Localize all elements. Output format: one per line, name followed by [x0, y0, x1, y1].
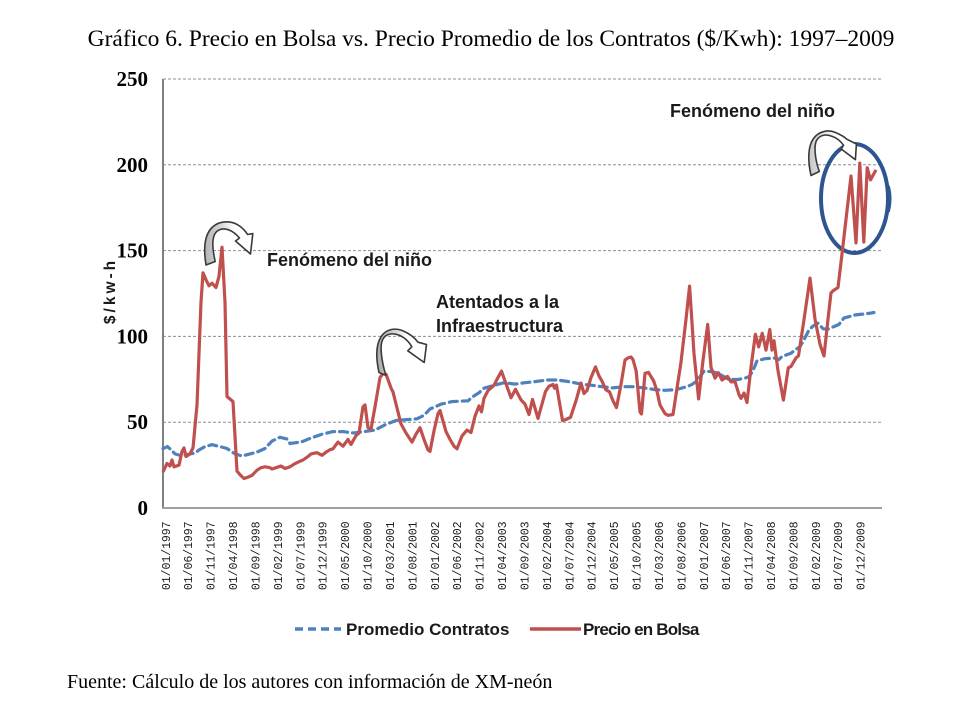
svg-text:01/05/2000: 01/05/2000	[340, 521, 353, 590]
svg-text:01/09/2008: 01/09/2008	[788, 521, 801, 590]
svg-text:Promedio Contratos: Promedio Contratos	[346, 620, 509, 639]
svg-text:01/03/2006: 01/03/2006	[654, 521, 667, 590]
svg-text:01/02/2004: 01/02/2004	[542, 521, 555, 590]
svg-text:01/03/2001: 01/03/2001	[385, 521, 398, 590]
svg-text:01/11/1997: 01/11/1997	[206, 521, 219, 590]
svg-text:250: 250	[117, 67, 149, 91]
svg-text:Gráfico 6. Precio en Bolsa vs.: Gráfico 6. Precio en Bolsa vs. Precio Pr…	[88, 26, 895, 52]
svg-text:0: 0	[138, 496, 149, 520]
svg-text:Infraestructura: Infraestructura	[436, 316, 564, 336]
svg-text:$/kw-h: $/kw-h	[102, 258, 119, 324]
svg-text:Precio en Bolsa: Precio en Bolsa	[583, 620, 700, 639]
svg-text:01/07/2009: 01/07/2009	[833, 521, 846, 590]
svg-text:Fenómeno del niño: Fenómeno del niño	[267, 250, 432, 270]
svg-text:01/12/2004: 01/12/2004	[587, 521, 600, 590]
svg-text:01/09/2003: 01/09/2003	[519, 521, 532, 590]
svg-text:01/11/2007: 01/11/2007	[744, 521, 757, 590]
svg-text:01/04/2003: 01/04/2003	[497, 521, 510, 590]
svg-text:Atentados a la: Atentados a la	[436, 292, 560, 312]
svg-text:01/05/2005: 01/05/2005	[609, 521, 622, 590]
svg-text:01/06/1997: 01/06/1997	[183, 521, 196, 590]
svg-text:01/02/1999: 01/02/1999	[273, 521, 286, 590]
svg-text:01/10/2005: 01/10/2005	[632, 521, 645, 590]
svg-text:01/07/1999: 01/07/1999	[295, 521, 308, 590]
svg-text:100: 100	[117, 324, 149, 348]
svg-text:01/06/2007: 01/06/2007	[721, 521, 734, 590]
svg-text:01/04/1998: 01/04/1998	[228, 521, 241, 590]
svg-text:01/04/2008: 01/04/2008	[766, 521, 779, 590]
svg-text:01/01/1997: 01/01/1997	[161, 521, 174, 590]
svg-text:Fenómeno del niño: Fenómeno del niño	[670, 101, 835, 121]
svg-text:01/12/1999: 01/12/1999	[318, 521, 331, 590]
svg-text:01/06/2002: 01/06/2002	[452, 521, 465, 590]
svg-text:01/08/2006: 01/08/2006	[676, 521, 689, 590]
svg-text:01/01/2007: 01/01/2007	[699, 521, 712, 590]
svg-text:01/12/2009: 01/12/2009	[856, 521, 869, 590]
svg-text:50: 50	[127, 410, 148, 434]
svg-text:01/10/2000: 01/10/2000	[363, 521, 376, 590]
svg-text:01/08/2001: 01/08/2001	[407, 521, 420, 590]
svg-text:01/02/2009: 01/02/2009	[811, 521, 824, 590]
svg-text:01/01/2002: 01/01/2002	[430, 521, 443, 590]
svg-text:150: 150	[117, 239, 149, 263]
svg-text:Fuente: Cálculo de los autores: Fuente: Cálculo de los autores con infor…	[67, 671, 552, 693]
svg-text:200: 200	[117, 153, 149, 177]
svg-text:01/09/1998: 01/09/1998	[251, 521, 264, 590]
svg-text:01/11/2002: 01/11/2002	[475, 521, 488, 590]
svg-text:01/07/2004: 01/07/2004	[564, 521, 577, 590]
